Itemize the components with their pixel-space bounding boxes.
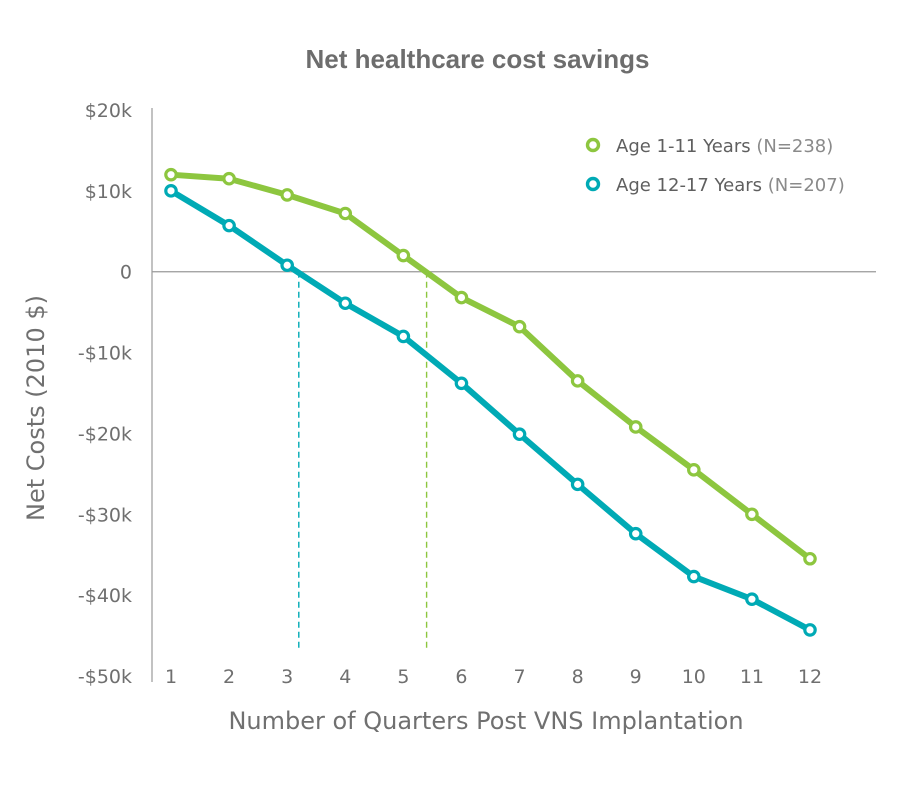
chart-title: Net healthcare cost savings (305, 44, 650, 74)
legend-marker (585, 176, 601, 192)
legend-label: Age 1-11 Years (N=238) (616, 136, 833, 157)
x-tick-label: 1 (165, 666, 177, 688)
x-axis-label: Number of Quarters Post VNS Implantation (228, 707, 743, 735)
series-line-1 (168, 171, 813, 562)
data-point-series-1 (570, 374, 585, 388)
y-axis-label: Net Costs (2010 $) (22, 295, 50, 521)
data-point-series-1 (803, 551, 817, 566)
y-tick-label: 0 (120, 262, 132, 284)
y-tick-label: $20k (85, 100, 132, 122)
legend-marker (585, 137, 601, 153)
y-tick-label: -$20k (78, 423, 132, 445)
data-point-series-2 (570, 477, 585, 492)
data-point-series-2 (454, 376, 469, 391)
data-point-series-1 (396, 248, 411, 263)
data-point-series-1 (512, 319, 527, 334)
data-point-series-1 (222, 171, 236, 186)
series-line-2 (168, 187, 813, 633)
legend: Age 1-11 Years (N=238) Age 12-17 Years (N… (585, 136, 845, 196)
data-point-series-2 (396, 329, 411, 344)
data-point-series-2 (745, 592, 759, 606)
data-point-series-1 (687, 463, 701, 477)
data-point-series-2 (512, 427, 527, 442)
data-point-series-1 (745, 507, 759, 522)
y-tick-label: -$30k (78, 504, 132, 526)
y-tick-label: -$50k (78, 666, 132, 688)
data-point-series-2 (222, 218, 236, 233)
x-tick-label: 12 (798, 666, 822, 688)
y-tick-label: -$40k (78, 585, 132, 607)
x-tick-label: 10 (682, 666, 706, 688)
x-tick-label: 5 (397, 666, 409, 688)
data-point-series-2 (628, 526, 643, 541)
data-point-series-1 (164, 167, 178, 182)
data-point-series-1 (628, 420, 643, 434)
data-point-series-2 (687, 569, 701, 584)
data-point-series-2 (280, 258, 294, 273)
y-tick-label: -$10k (78, 343, 132, 365)
legend-label: Age 12-17 Years (N=207) (616, 175, 845, 196)
x-tick-label: 4 (339, 666, 351, 688)
x-tick-label: 3 (281, 666, 293, 688)
series-group (164, 167, 817, 637)
data-point-series-2 (803, 623, 817, 637)
x-tick-label: 2 (223, 666, 235, 688)
annotations (298, 271, 428, 648)
x-tick-label: 8 (572, 666, 584, 688)
data-point-series-1 (454, 290, 469, 305)
y-tick-label: $10k (85, 181, 132, 203)
x-tick-label: 9 (630, 666, 642, 688)
x-tick-label: 7 (513, 666, 525, 688)
x-tick-label: 6 (455, 666, 467, 688)
data-point-series-2 (338, 296, 353, 311)
data-point-series-1 (280, 188, 294, 202)
data-point-series-1 (338, 206, 353, 221)
x-tick-label: 11 (740, 666, 764, 688)
data-point-series-2 (164, 184, 178, 198)
